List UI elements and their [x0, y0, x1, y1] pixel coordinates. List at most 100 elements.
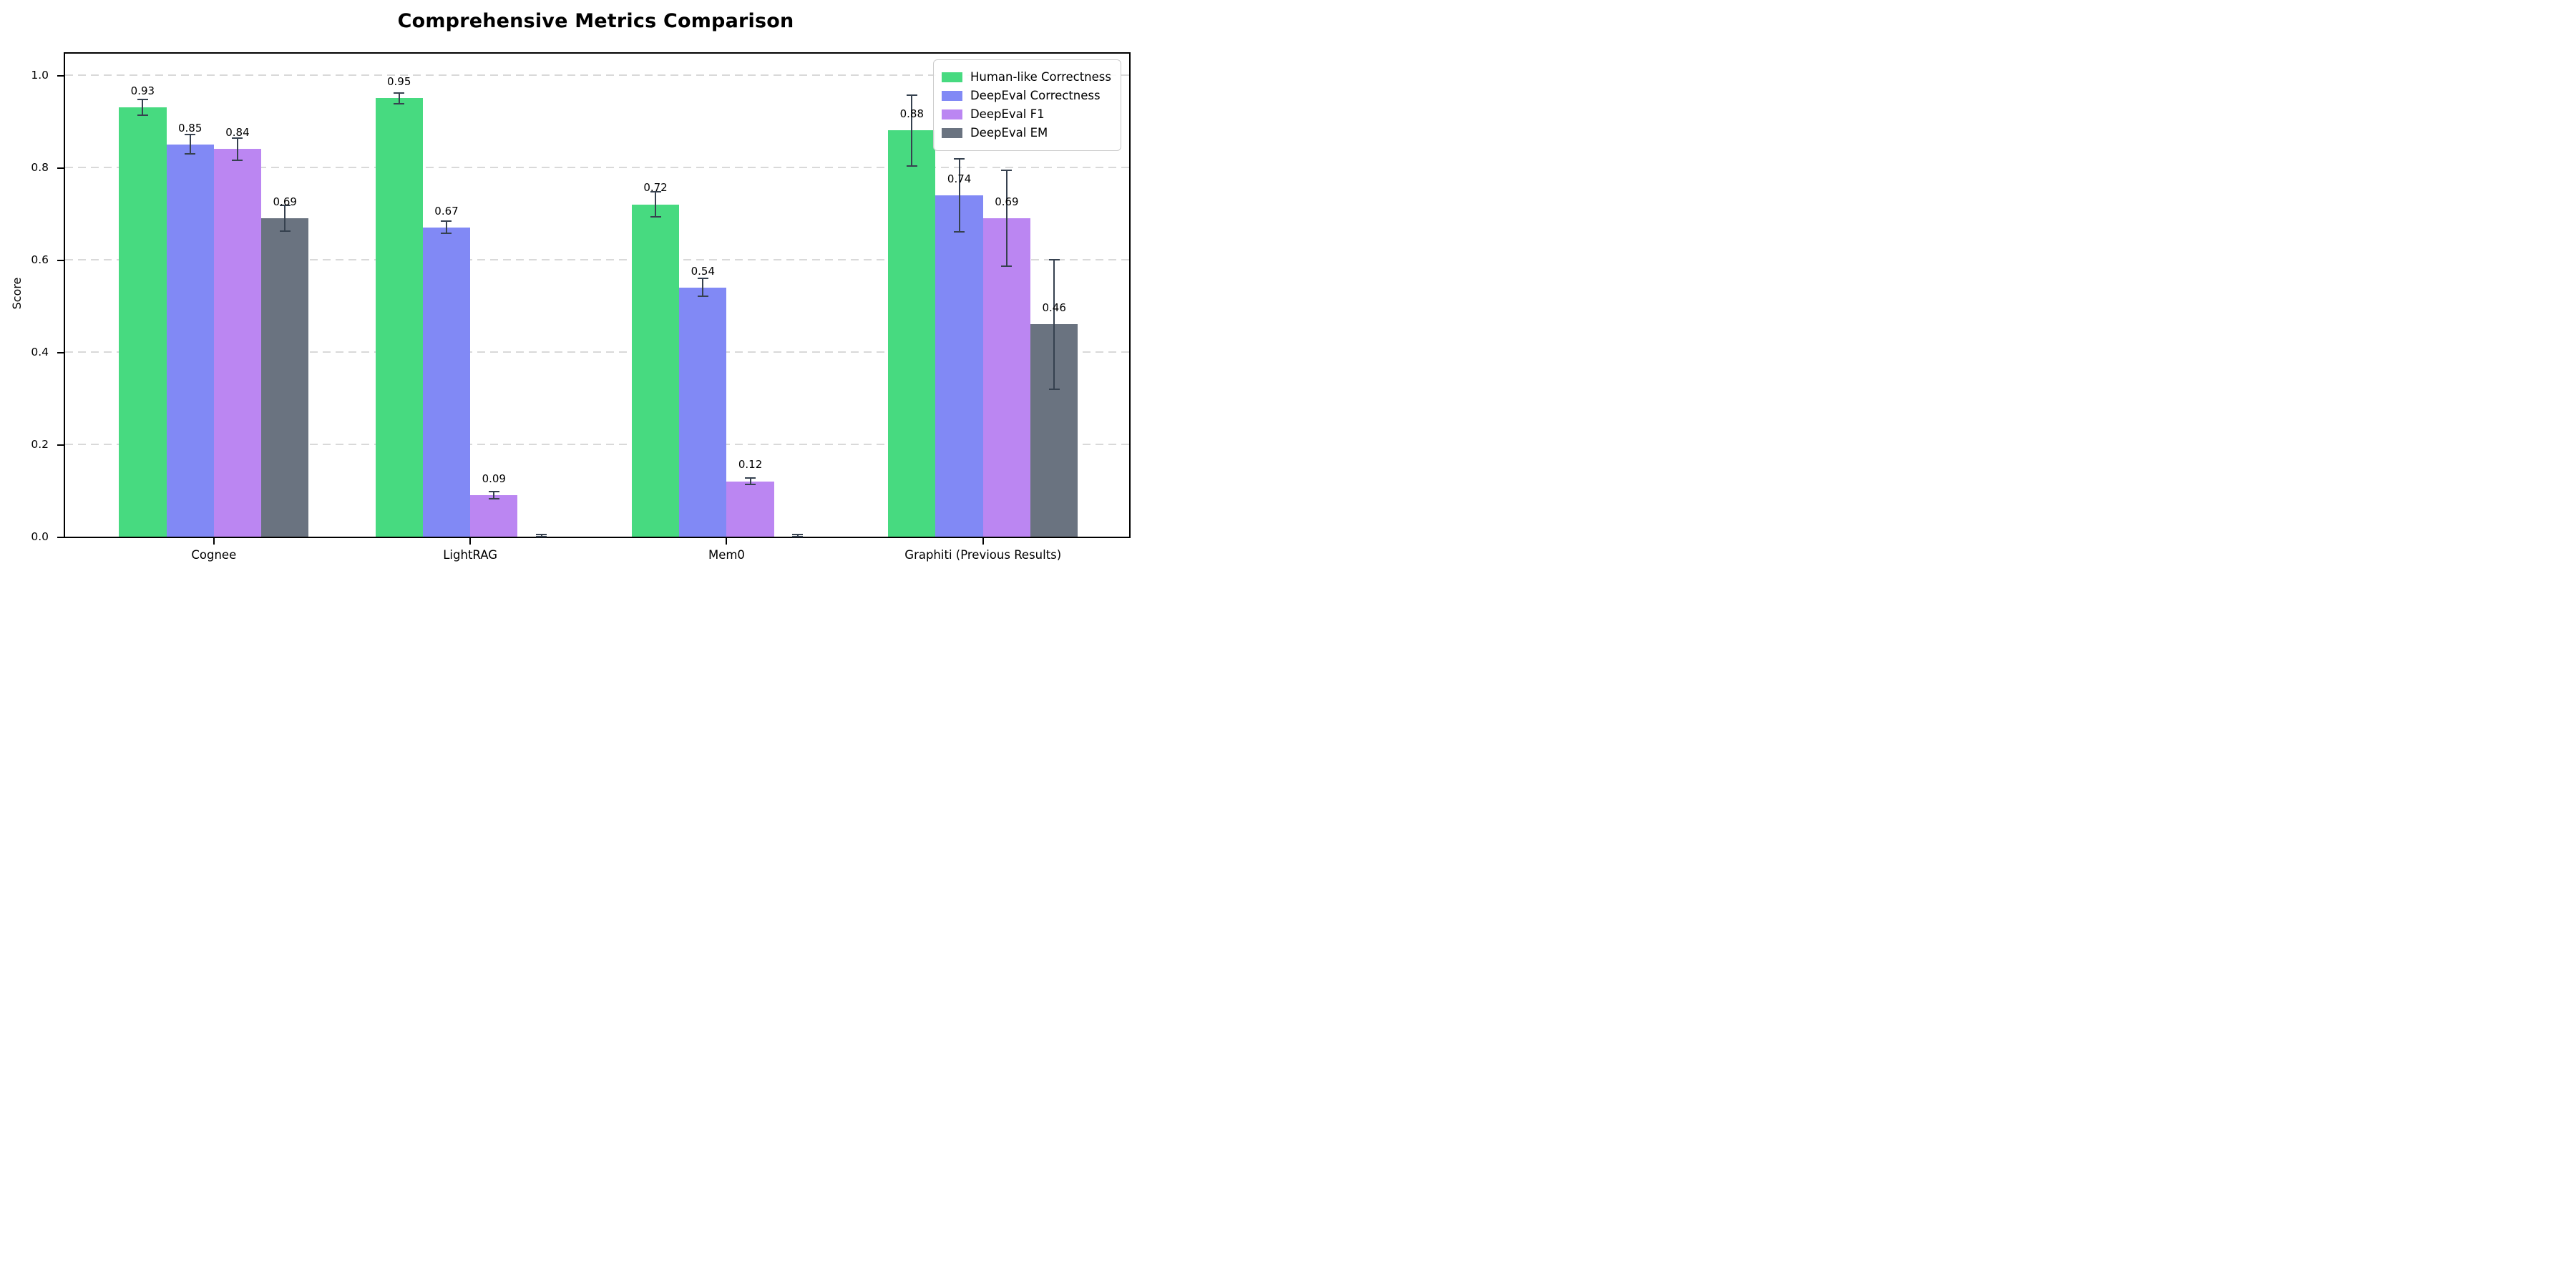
bar [935, 195, 983, 537]
legend-item: DeepEval Correctness [941, 88, 1111, 104]
legend-swatch [941, 128, 962, 138]
x-tick-mark [469, 538, 472, 545]
error-bar [142, 99, 144, 116]
bar [679, 287, 727, 537]
error-bar [958, 158, 960, 232]
gridline [65, 259, 1129, 260]
x-tick-label: Mem0 [708, 548, 745, 562]
y-tick-mark [57, 260, 64, 261]
y-tick-label: 0.0 [31, 530, 49, 543]
x-tick-mark [213, 538, 215, 545]
bar-value-label: 0.85 [177, 121, 203, 135]
error-bar [189, 135, 191, 155]
bar [982, 218, 1031, 537]
error-bar [445, 221, 447, 234]
legend-item: Human-like Correctness [941, 69, 1111, 85]
error-bar-cap [394, 92, 405, 94]
bar [166, 144, 214, 537]
x-tick-label: Cognee [191, 548, 237, 562]
error-bar-cap [697, 278, 708, 280]
error-bar-cap [137, 114, 148, 117]
x-tick-label: LightRAG [443, 548, 498, 562]
legend-label: DeepEval EM [970, 126, 1048, 140]
error-bar-cap [441, 220, 452, 223]
bar-value-label: 0.09 [482, 472, 506, 485]
bar [422, 227, 471, 537]
legend-item: DeepEval F1 [941, 107, 1111, 122]
error-bar-cap [185, 153, 196, 155]
error-bar-cap [906, 165, 917, 167]
error-bar-cap [954, 230, 965, 233]
y-tick-label: 1.0 [31, 69, 49, 82]
plot-area: Human-like Correctness DeepEval Correctne… [31, 52, 1131, 562]
x-tick-label: Graphiti (Previous Results) [904, 548, 1062, 562]
error-bar-cap [488, 498, 499, 500]
error-bar-cap [536, 534, 547, 536]
bar [470, 494, 518, 537]
error-bar-cap [279, 230, 291, 233]
bar-value-label: 0.12 [738, 458, 763, 472]
bar-value-label: 0.69 [273, 195, 297, 208]
error-bar-cap [232, 137, 243, 139]
error-bar [398, 92, 400, 104]
error-bar-cap [488, 490, 499, 492]
error-bar-cap [1048, 259, 1060, 260]
error-bar-cap [536, 536, 547, 537]
error-bar-cap [697, 295, 708, 297]
bar-value-label: 0.84 [225, 126, 250, 140]
error-bar [540, 535, 542, 537]
error-bar-cap [954, 157, 965, 160]
gridline [65, 444, 1129, 445]
error-bar [1053, 260, 1055, 389]
y-tick-mark [57, 167, 64, 169]
error-bar-cap [906, 94, 917, 96]
bar-value-label: 0.95 [386, 75, 411, 89]
error-bar-cap [279, 204, 291, 206]
bar [261, 218, 309, 537]
bar-value-label: 0.88 [899, 107, 924, 121]
legend: Human-like Correctness DeepEval Correctne… [932, 59, 1121, 151]
y-tick-mark [57, 537, 64, 538]
x-tick-mark [982, 538, 984, 545]
error-bar-cap [650, 191, 661, 193]
error-bar [749, 478, 751, 485]
error-bar-cap [792, 534, 804, 536]
error-bar-cap [745, 477, 756, 479]
error-bar [796, 535, 799, 537]
bar-value-label: 0.46 [1042, 301, 1066, 315]
bar [726, 481, 774, 537]
error-bar-cap [1001, 265, 1013, 268]
error-bar [1005, 170, 1008, 267]
error-bar-cap [792, 536, 804, 537]
y-tick-mark [57, 352, 64, 353]
legend-swatch [941, 91, 962, 101]
chart-title: Comprehensive Metrics Comparison [397, 10, 794, 32]
x-tick-mark [726, 538, 728, 545]
y-tick-mark [57, 75, 64, 77]
error-bar [284, 205, 286, 232]
gridline [65, 351, 1129, 353]
error-bar-cap [1048, 388, 1060, 390]
figure: Comprehensive Metrics Comparison Score H… [0, 0, 1145, 572]
y-axis-label: Score [10, 277, 24, 310]
legend-item: DeepEval EM [941, 125, 1111, 141]
bar [375, 98, 423, 537]
error-bar [911, 94, 913, 167]
y-tick-label: 0.4 [31, 346, 49, 358]
bar-value-label: 0.93 [130, 84, 155, 97]
y-tick-label: 0.6 [31, 253, 49, 266]
error-bar-cap [137, 99, 148, 101]
error-bar-cap [745, 484, 756, 486]
error-bar [655, 192, 657, 218]
error-bar-cap [394, 102, 405, 104]
bar-value-label: 0.67 [434, 204, 459, 218]
y-tick-mark [57, 444, 64, 446]
bar-value-label: 0.72 [643, 181, 668, 195]
gridline [65, 74, 1129, 76]
legend-label: Human-like Correctness [970, 70, 1111, 84]
bar-value-label: 0.69 [995, 195, 1019, 208]
bar-value-label: 0.74 [947, 172, 972, 185]
legend-label: DeepEval Correctness [970, 89, 1101, 102]
error-bar-cap [650, 216, 661, 218]
legend-label: DeepEval F1 [970, 107, 1045, 121]
